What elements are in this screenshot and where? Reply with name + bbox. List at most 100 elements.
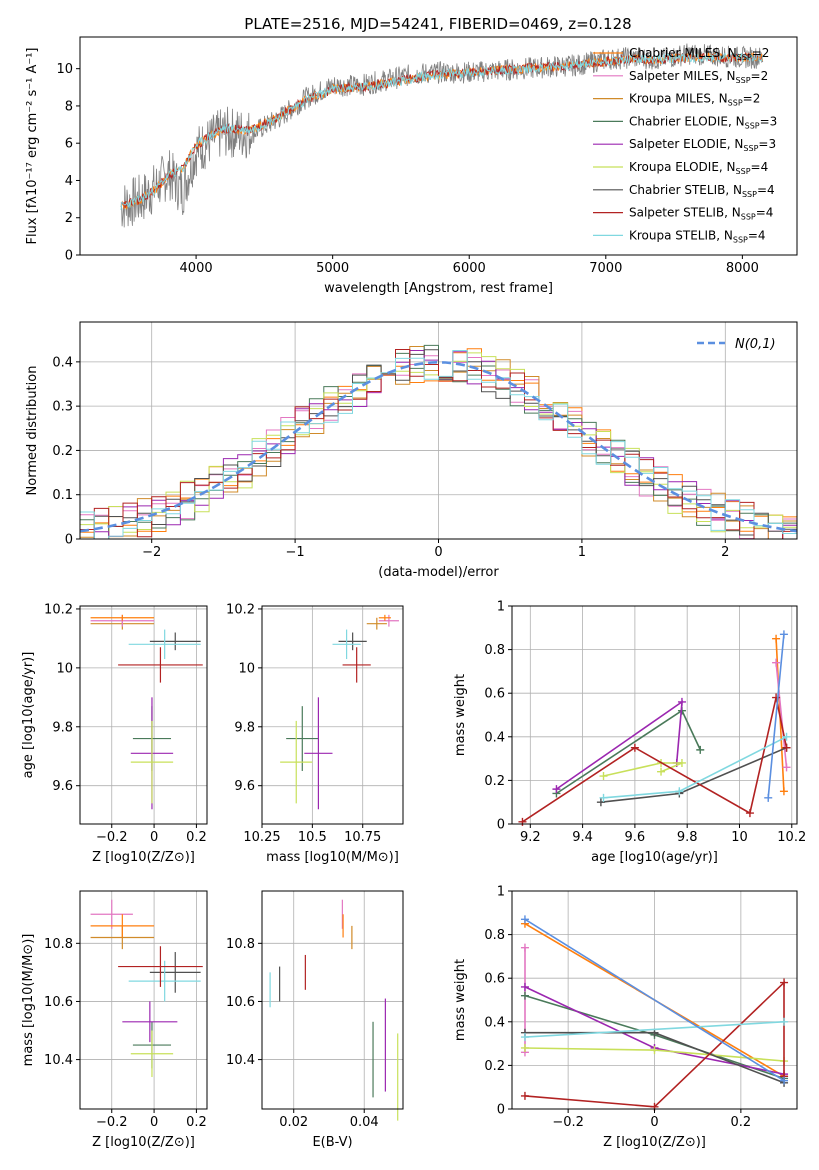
legend-value: =2 <box>752 46 770 60</box>
y-tick-label: 6 <box>65 137 73 152</box>
x-tick-label: −0.2 <box>96 1115 128 1130</box>
legend-label: N(0,1) <box>735 337 776 352</box>
y-tick-label: 8 <box>65 99 73 114</box>
observed-spectrum-line <box>120 43 764 228</box>
x-tick-label: 4000 <box>180 261 213 276</box>
legend-label: Kroupa MILES, NSSP=2 <box>629 92 760 108</box>
y-tick-label: 4 <box>65 174 73 189</box>
series-line <box>524 1021 785 1038</box>
data-point <box>520 915 529 924</box>
legend-label: Kroupa STELIB, NSSP=4 <box>629 228 766 244</box>
x-tick-label: 0.2 <box>186 1115 207 1130</box>
x-tick-label: 0 <box>434 545 442 560</box>
data-point <box>782 763 791 772</box>
weight-vs-age-chart: 9.2 9.4 9.6 9.8 10 10.2 0 0.2 0.4 0.6 0.8 1 age [log… <box>453 600 806 866</box>
x-axis-label: E(B-V) <box>312 1135 352 1150</box>
y-tick-label: 0.4 <box>484 1015 505 1030</box>
legend-value: =4 <box>757 183 775 197</box>
axes-frame <box>261 605 404 825</box>
y-axis-label: Normed distribution <box>25 366 40 496</box>
x-tick-label: 9.6 <box>625 830 646 845</box>
y-tick-label: 10.4 <box>44 1053 73 1068</box>
x-axis-label: Z [log10(Z/Z⊙)] <box>92 850 195 865</box>
data-point <box>520 1091 529 1100</box>
y-tick-label: 0 <box>65 533 73 548</box>
normal-curve <box>79 360 798 533</box>
x-axis-label: (data-model)/error <box>378 565 499 580</box>
x-axis-label: mass [log10(M/M⊙)] <box>266 850 399 865</box>
y-tick-label: 10.2 <box>44 602 73 617</box>
axes-frame <box>79 36 798 256</box>
spectrum-chart: Chabrier MILES, NSSP=2 Salpeter MILES, NS… <box>25 36 798 296</box>
x-tick-label: 2 <box>721 545 729 560</box>
data-point <box>520 1043 529 1052</box>
legend-label: Kroupa ELODIE, NSSP=4 <box>629 160 768 176</box>
data-point <box>552 785 561 794</box>
x-tick-label: −1 <box>286 545 305 560</box>
legend-subscript: SSP <box>743 144 758 153</box>
series-line <box>524 980 785 1108</box>
y-tick-label: 1 <box>497 885 505 900</box>
series-line <box>555 700 683 790</box>
data-point <box>520 1033 529 1042</box>
y-tick-label: 0.8 <box>484 643 505 658</box>
data-point <box>772 634 781 643</box>
y-axis-label: Flux [fλ10⁻¹⁷ erg cm⁻² s⁻¹ A⁻¹] <box>25 48 40 245</box>
data-point <box>779 630 788 639</box>
data-point <box>782 743 791 752</box>
axes-frame <box>511 605 798 825</box>
series-line <box>522 697 788 823</box>
data-point <box>596 798 605 807</box>
data-point <box>599 772 608 781</box>
legend-subscript: SSP <box>736 76 751 85</box>
legend-subscript: SSP <box>736 167 751 176</box>
y-tick-label: 0.4 <box>484 730 505 745</box>
x-tick-label: 10.5 <box>298 830 327 845</box>
data-point <box>630 743 639 752</box>
y-tick-label: 10 <box>56 661 73 676</box>
x-axis-label: Z [log10(Z/Z⊙)] <box>603 1135 706 1150</box>
y-tick-label: 0.8 <box>484 928 505 943</box>
legend-value: =4 <box>756 206 774 220</box>
y-tick-label: 0.4 <box>52 355 73 370</box>
data-point <box>780 1076 789 1085</box>
y-tick-label: 0.1 <box>52 488 73 503</box>
x-tick-label: 0 <box>150 830 158 845</box>
y-tick-label: 9.6 <box>234 779 255 794</box>
legend-value: =2 <box>751 69 769 83</box>
x-tick-label: −0.2 <box>96 830 128 845</box>
data-point <box>520 991 529 1000</box>
data-point <box>677 697 686 706</box>
x-tick-label: 9.2 <box>520 830 541 845</box>
legend-value: =3 <box>760 114 778 128</box>
data-point <box>650 1046 659 1055</box>
y-tick-label: 0 <box>497 1103 505 1118</box>
y-tick-label: 0 <box>65 249 73 264</box>
data-point <box>675 787 684 796</box>
x-tick-label: 9.4 <box>572 830 593 845</box>
x-tick-label: 0 <box>650 1115 658 1130</box>
x-tick-label: 6000 <box>453 261 486 276</box>
data-point <box>599 793 608 802</box>
axes-frame <box>261 890 404 1110</box>
y-tick-label: 2 <box>65 211 73 226</box>
x-tick-label: 10.25 <box>243 830 280 845</box>
y-tick-label: 0.6 <box>484 687 505 702</box>
legend-label: Chabrier STELIB, NSSP=4 <box>629 183 775 199</box>
legend-subscript: SSP <box>728 99 743 108</box>
y-tick-label: 9.6 <box>52 779 73 794</box>
age-vs-mass-chart: 10.25 10.5 10.75 9.6 9.8 10 10.2 mass [log10(M/… <box>226 602 404 865</box>
x-axis-label: wavelength [Angstrom, rest frame] <box>324 281 553 296</box>
legend-subscript: SSP <box>742 190 757 199</box>
residuals-chart: N(0,1) −2 −1 0 1 2 0 0.1 0.2 0.3 0.4 (data-model)/e… <box>25 321 798 580</box>
legend-value: =4 <box>751 160 769 174</box>
axes-frame <box>79 605 208 825</box>
y-axis-label: age [log10(age/yr)] <box>21 652 36 779</box>
x-axis-label: age [log10(age/yr)] <box>591 850 718 865</box>
data-point <box>780 1017 789 1026</box>
x-tick-label: 10.2 <box>777 830 806 845</box>
series-line <box>775 662 788 768</box>
data-point <box>677 758 686 767</box>
y-tick-label: 1 <box>497 600 505 615</box>
